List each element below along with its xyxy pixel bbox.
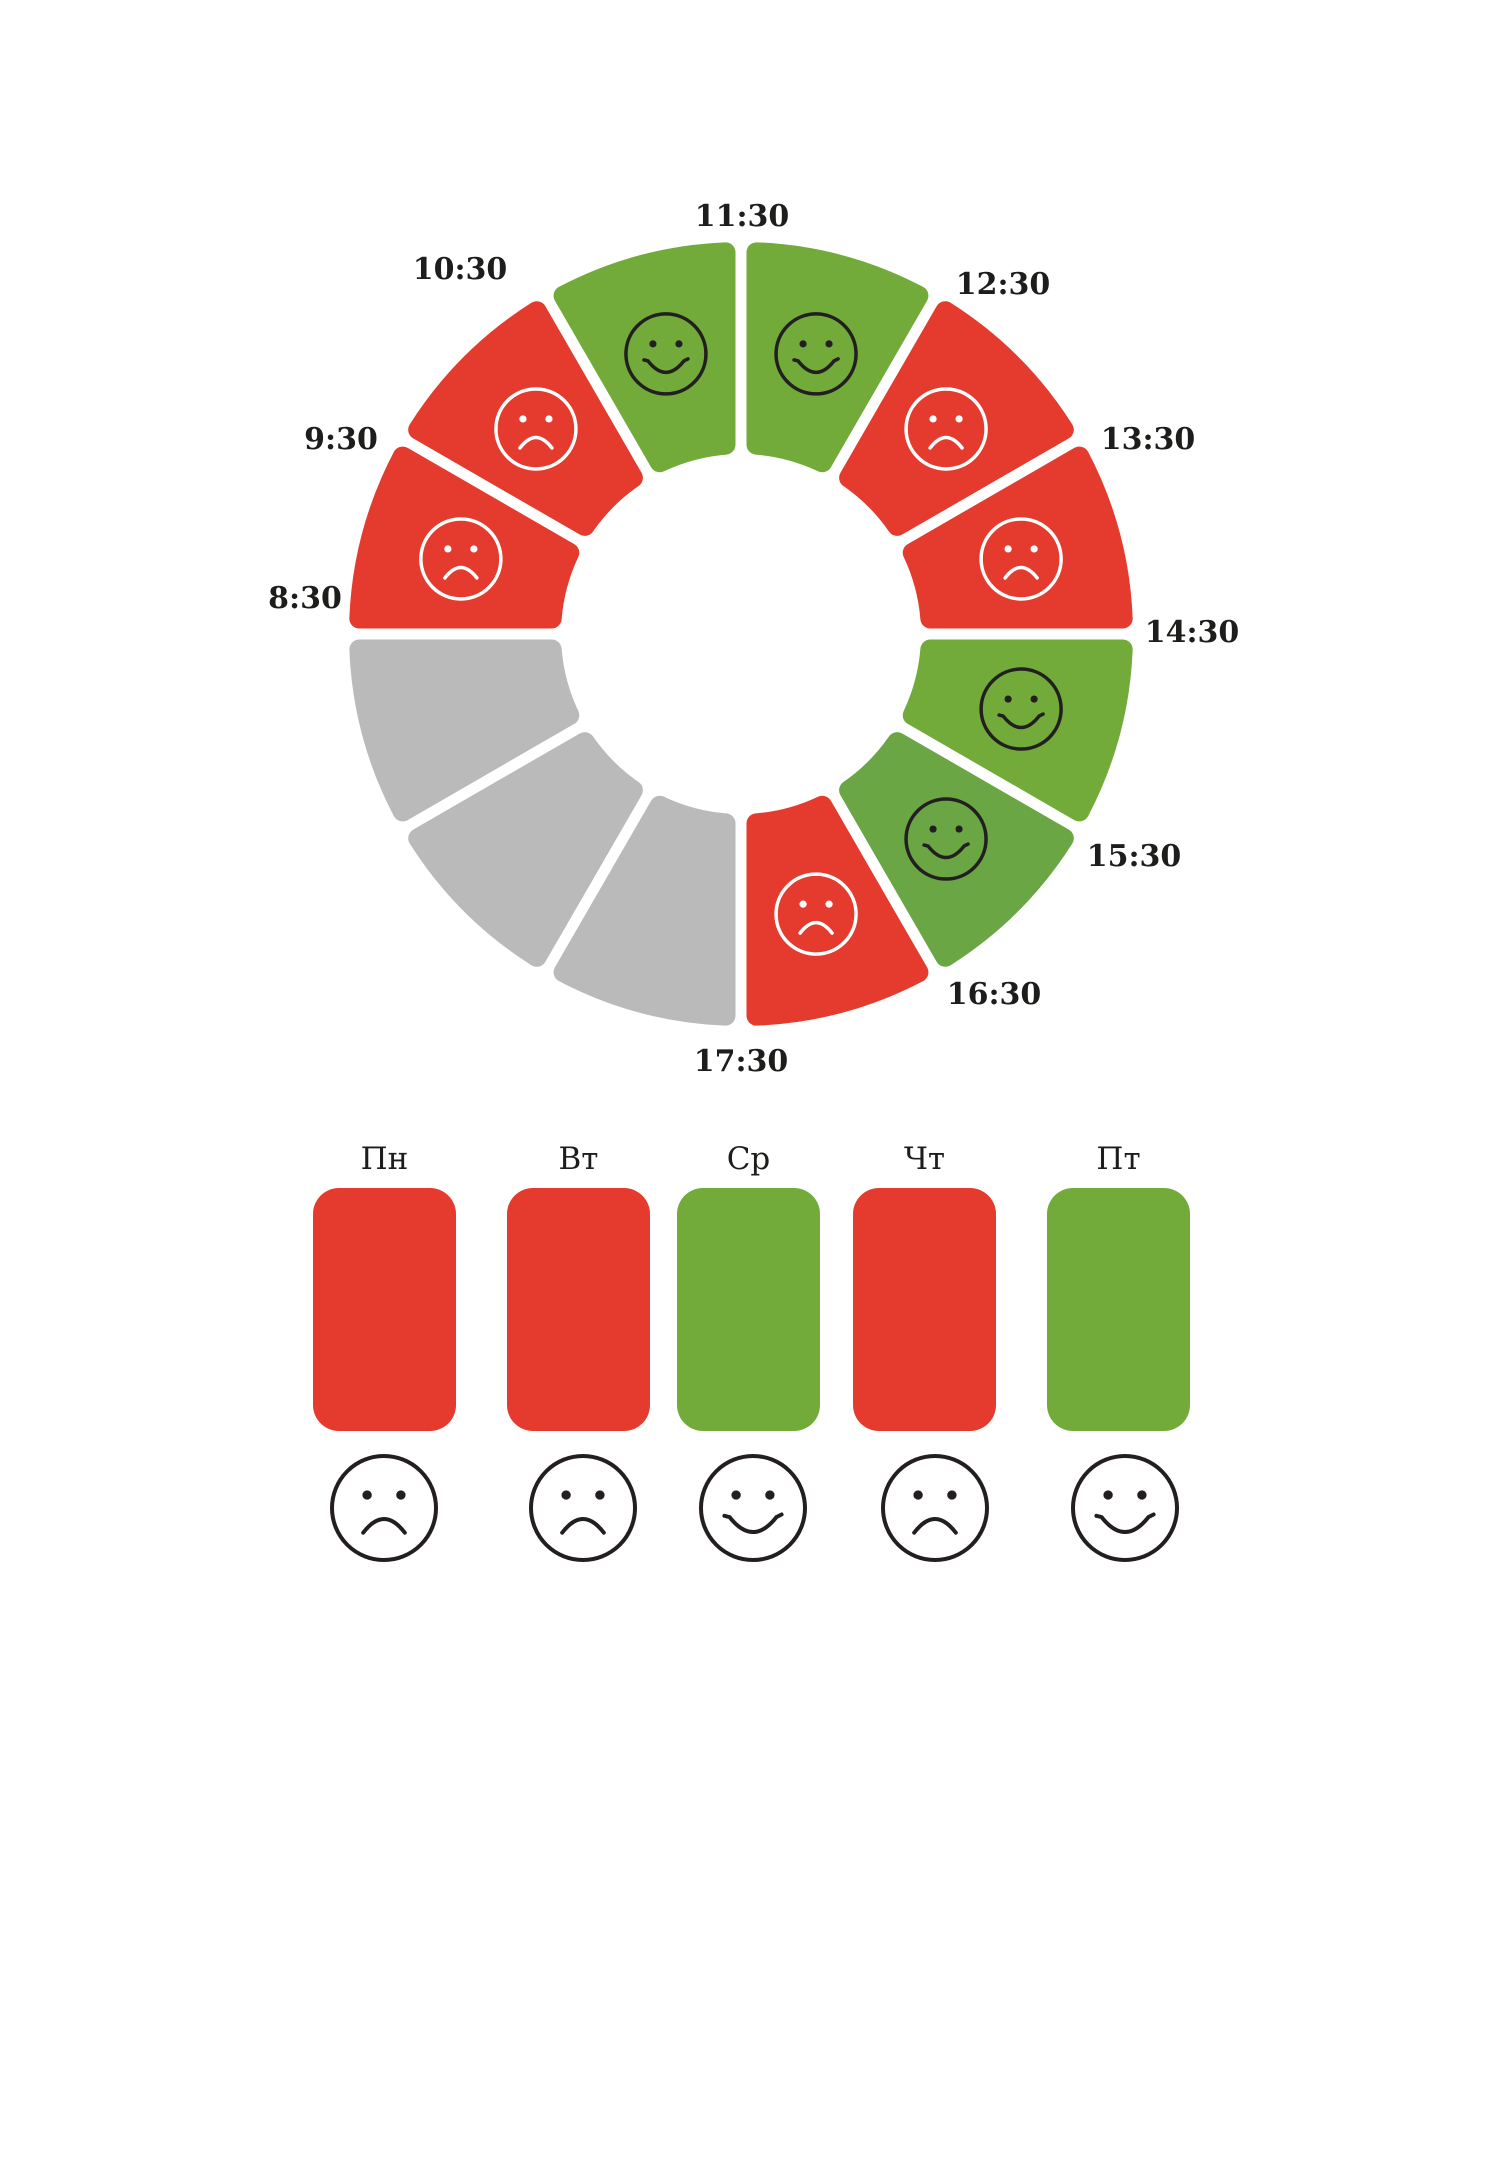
day-bar-happy — [677, 1188, 820, 1431]
segment-empty — [553, 795, 736, 1026]
time-label: 9:30 — [304, 422, 378, 457]
time-label: 12:30 — [956, 267, 1051, 302]
hourly-mood-donut — [349, 242, 1133, 1026]
happy-face-icon — [1071, 1454, 1179, 1562]
sad-face-icon — [330, 1454, 438, 1562]
time-label: 15:30 — [1087, 839, 1182, 874]
time-label: 17:30 — [694, 1044, 789, 1079]
day-bar-sad — [507, 1188, 650, 1431]
sad-face-icon — [904, 387, 988, 471]
segment-sad — [746, 795, 929, 1026]
time-label: 16:30 — [947, 977, 1042, 1012]
sad-face-icon — [419, 517, 503, 601]
happy-face-icon — [979, 667, 1063, 751]
happy-face-icon — [774, 312, 858, 396]
daily-mood-bars: Пн Вт Ср Чт Пт — [313, 1141, 1190, 1562]
happy-face-icon — [699, 1454, 807, 1562]
sad-face-icon — [979, 517, 1063, 601]
sad-face-icon — [881, 1454, 989, 1562]
sad-face-icon — [494, 387, 578, 471]
time-label: 10:30 — [413, 252, 508, 287]
day-label: Чт — [904, 1141, 945, 1177]
happy-face-icon — [904, 797, 988, 881]
segment-happy — [902, 639, 1133, 822]
time-label: 14:30 — [1145, 615, 1240, 650]
time-label: 11:30 — [695, 199, 790, 234]
segment-happy — [553, 242, 736, 473]
segment-sad — [349, 446, 580, 629]
day-label: Пт — [1096, 1141, 1140, 1177]
day-bar-happy — [1047, 1188, 1190, 1431]
segment-empty — [408, 732, 643, 967]
sad-face-icon — [529, 1454, 637, 1562]
day-bar-sad — [313, 1188, 456, 1431]
time-labels: 11:30 12:30 13:30 14:30 15:30 16:30 17:30 8:30 9… — [268, 199, 1239, 1079]
happy-face-icon — [624, 312, 708, 396]
day-bar-sad — [853, 1188, 996, 1431]
segment-sad — [902, 446, 1133, 629]
sad-face-icon — [774, 872, 858, 956]
time-label: 8:30 — [268, 581, 342, 616]
day-label: Вт — [559, 1141, 599, 1177]
segment-empty — [349, 639, 580, 822]
time-label: 13:30 — [1101, 422, 1196, 457]
day-label: Пн — [361, 1141, 409, 1177]
day-label: Ср — [727, 1141, 771, 1177]
segment-happy_alt — [839, 732, 1074, 967]
